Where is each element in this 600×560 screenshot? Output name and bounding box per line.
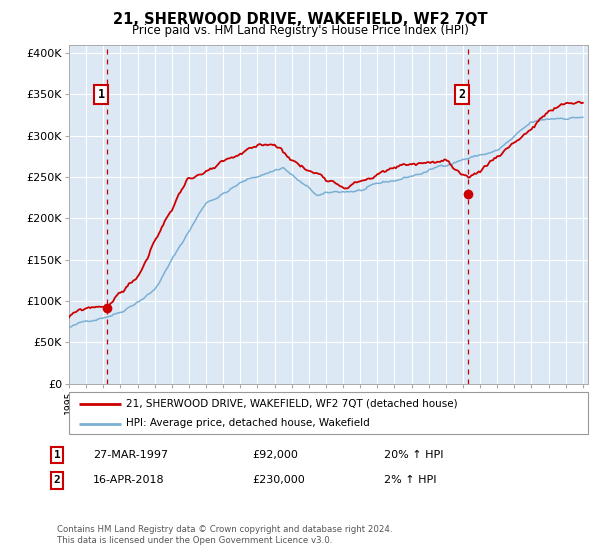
Text: 1: 1 xyxy=(98,88,105,101)
Text: Contains HM Land Registry data © Crown copyright and database right 2024.
This d: Contains HM Land Registry data © Crown c… xyxy=(57,525,392,545)
Text: Price paid vs. HM Land Registry's House Price Index (HPI): Price paid vs. HM Land Registry's House … xyxy=(131,24,469,36)
Text: 2: 2 xyxy=(458,88,466,101)
Text: 16-APR-2018: 16-APR-2018 xyxy=(93,475,164,486)
Text: 2% ↑ HPI: 2% ↑ HPI xyxy=(384,475,437,486)
FancyBboxPatch shape xyxy=(69,392,588,434)
Text: 21, SHERWOOD DRIVE, WAKEFIELD, WF2 7QT (detached house): 21, SHERWOOD DRIVE, WAKEFIELD, WF2 7QT (… xyxy=(126,399,458,409)
Text: £92,000: £92,000 xyxy=(252,450,298,460)
Text: 27-MAR-1997: 27-MAR-1997 xyxy=(93,450,168,460)
Text: 1: 1 xyxy=(53,450,61,460)
Text: 20% ↑ HPI: 20% ↑ HPI xyxy=(384,450,443,460)
Text: 21, SHERWOOD DRIVE, WAKEFIELD, WF2 7QT: 21, SHERWOOD DRIVE, WAKEFIELD, WF2 7QT xyxy=(113,12,487,27)
Text: HPI: Average price, detached house, Wakefield: HPI: Average price, detached house, Wake… xyxy=(126,418,370,428)
Text: £230,000: £230,000 xyxy=(252,475,305,486)
Text: 2: 2 xyxy=(53,475,61,486)
